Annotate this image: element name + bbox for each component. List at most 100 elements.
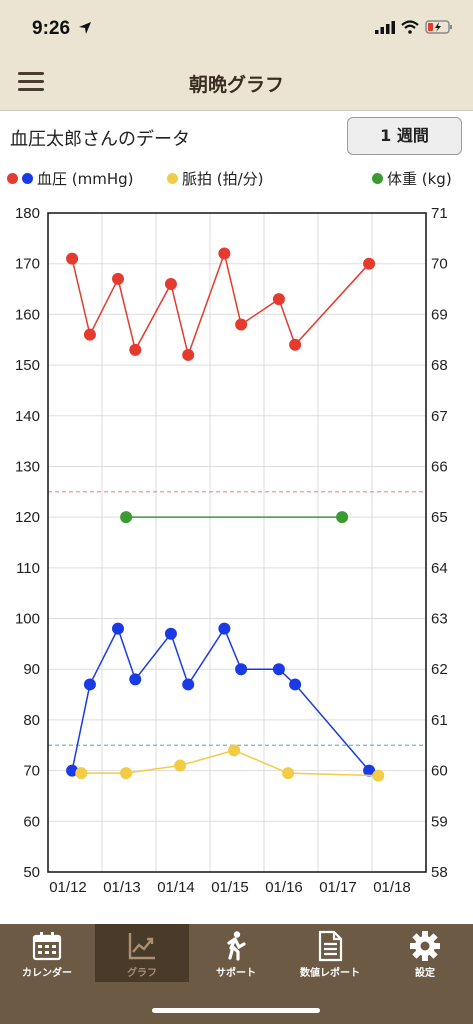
diastolic-legend-dot bbox=[22, 173, 33, 184]
pulse-point bbox=[120, 767, 133, 780]
x-tick-label: 01/15 bbox=[211, 879, 249, 896]
status-icons bbox=[375, 20, 453, 34]
y-left-tick-label: 140 bbox=[15, 408, 40, 425]
tab-report[interactable]: 数値レポート bbox=[283, 924, 377, 982]
y-right-tick-label: 59 bbox=[431, 813, 448, 830]
y-right-tick-label: 64 bbox=[431, 560, 448, 577]
weight-point bbox=[120, 511, 133, 524]
diastolic-point bbox=[272, 663, 285, 676]
top-bar: 9:26 朝晩グラフ bbox=[0, 0, 473, 111]
pulse-point bbox=[372, 769, 385, 782]
period-button[interactable]: 1 週間 bbox=[347, 117, 462, 155]
plot-border bbox=[47, 212, 427, 873]
systolic-line bbox=[71, 250, 370, 358]
y-right-tick-label: 67 bbox=[431, 408, 448, 425]
menu-icon bbox=[18, 72, 44, 75]
tab-settings-label: 設定 bbox=[415, 968, 435, 979]
chart-legend: 血圧 (mmHg) 脈拍 (拍/分) 体重 (kg) bbox=[0, 168, 473, 190]
y-right-tick-label: 65 bbox=[431, 509, 448, 526]
y-right-tick-label: 71 bbox=[431, 205, 448, 222]
legend-pulse: 脈拍 (拍/分) bbox=[167, 168, 264, 189]
signal-icon bbox=[375, 20, 395, 34]
systolic-point bbox=[363, 257, 376, 270]
tab-calendar-label: カレンダー bbox=[22, 968, 72, 979]
diastolic-point bbox=[235, 663, 248, 676]
tab-report-label: 数値レポート bbox=[300, 968, 360, 979]
diastolic-point bbox=[112, 622, 124, 635]
home-indicator bbox=[152, 1008, 320, 1013]
status-time: 9:26 bbox=[32, 18, 71, 39]
weight-point bbox=[336, 511, 349, 524]
diastolic-point bbox=[164, 627, 177, 640]
y-right-tick-label: 62 bbox=[431, 661, 448, 678]
y-right-tick-label: 61 bbox=[431, 712, 448, 729]
pulse-point bbox=[282, 767, 295, 780]
gear-icon bbox=[410, 931, 440, 961]
y-left-tick-label: 170 bbox=[15, 256, 40, 273]
y-left-tick-label: 80 bbox=[23, 712, 40, 729]
y-left-tick-label: 160 bbox=[15, 306, 40, 323]
report-icon bbox=[318, 930, 343, 962]
y-left-tick-label: 90 bbox=[23, 661, 40, 678]
y-left-tick-label: 50 bbox=[23, 864, 40, 881]
y-right-tick-label: 60 bbox=[431, 763, 448, 780]
tab-settings[interactable]: 設定 bbox=[378, 924, 472, 982]
systolic-point bbox=[129, 343, 142, 356]
morning-evening-chart: 50 60 70 80 90 100 110 120 130 140 150 160 170 180 58 5… bbox=[15, 205, 448, 896]
x-tick-label: 01/18 bbox=[373, 879, 411, 896]
systolic-point bbox=[289, 338, 302, 351]
diastolic-point bbox=[83, 678, 96, 691]
systolic-legend-dot bbox=[7, 173, 18, 184]
pulse-line bbox=[81, 749, 379, 777]
page-title: 朝晩グラフ bbox=[188, 74, 284, 96]
calendar-icon bbox=[32, 932, 62, 961]
legend-blood-pressure: 血圧 (mmHg) bbox=[7, 168, 134, 189]
diastolic-line bbox=[71, 626, 370, 772]
systolic-point bbox=[112, 272, 124, 285]
legend-pulse-label: 脈拍 (拍/分) bbox=[182, 170, 264, 188]
pulse-legend-dot bbox=[167, 173, 178, 184]
legend-weight: 体重 (kg) bbox=[372, 168, 452, 189]
x-tick-label: 01/12 bbox=[49, 879, 87, 896]
y-left-tick-label: 120 bbox=[15, 509, 40, 526]
battery-icon bbox=[425, 20, 452, 34]
y-right-tick-label: 58 bbox=[431, 864, 448, 881]
y-right-tick-label: 63 bbox=[431, 611, 448, 628]
y-right-tick-label: 66 bbox=[431, 458, 448, 475]
y-left-tick-label: 130 bbox=[15, 458, 40, 475]
y-left-tick-label: 100 bbox=[15, 611, 40, 628]
tab-graph[interactable]: グラフ bbox=[95, 924, 189, 982]
y-left-tick-label: 60 bbox=[23, 813, 40, 830]
diastolic-point bbox=[363, 764, 376, 777]
systolic-point bbox=[182, 348, 195, 361]
pulse-point bbox=[75, 767, 88, 780]
pulse-point bbox=[174, 759, 187, 772]
x-tick-label: 01/16 bbox=[265, 879, 303, 896]
y-left-tick-label: 150 bbox=[15, 357, 40, 374]
pulse-point bbox=[228, 744, 241, 757]
y-right-tick-label: 68 bbox=[431, 357, 448, 374]
y-right-tick-label: 70 bbox=[431, 256, 448, 273]
y-left-tick-label: 70 bbox=[23, 763, 40, 780]
tab-bar: カレンダー グラフ サポート 数値レポート bbox=[0, 924, 473, 1024]
systolic-point bbox=[235, 318, 248, 331]
x-tick-label: 01/17 bbox=[319, 879, 357, 896]
systolic-point bbox=[66, 252, 79, 265]
y-left-tick-label: 180 bbox=[15, 205, 40, 222]
systolic-point bbox=[272, 293, 285, 306]
systolic-point bbox=[164, 277, 177, 290]
menu-button[interactable] bbox=[18, 72, 44, 94]
x-tick-label: 01/14 bbox=[157, 879, 195, 896]
tab-graph-label: グラフ bbox=[127, 968, 157, 979]
walking-person-icon bbox=[227, 931, 246, 961]
tab-support-label: サポート bbox=[216, 968, 256, 979]
tab-calendar[interactable]: カレンダー bbox=[0, 924, 94, 982]
data-owner-label: 血圧太郎さんのデータ bbox=[10, 129, 190, 150]
diastolic-point bbox=[66, 764, 79, 777]
tab-support[interactable]: サポート bbox=[189, 924, 283, 982]
legend-bp-label: 血圧 (mmHg) bbox=[37, 170, 134, 188]
y-left-tick-label: 110 bbox=[16, 560, 40, 577]
x-tick-label: 01/13 bbox=[103, 879, 141, 896]
systolic-point bbox=[83, 328, 96, 341]
diastolic-point bbox=[218, 622, 231, 635]
